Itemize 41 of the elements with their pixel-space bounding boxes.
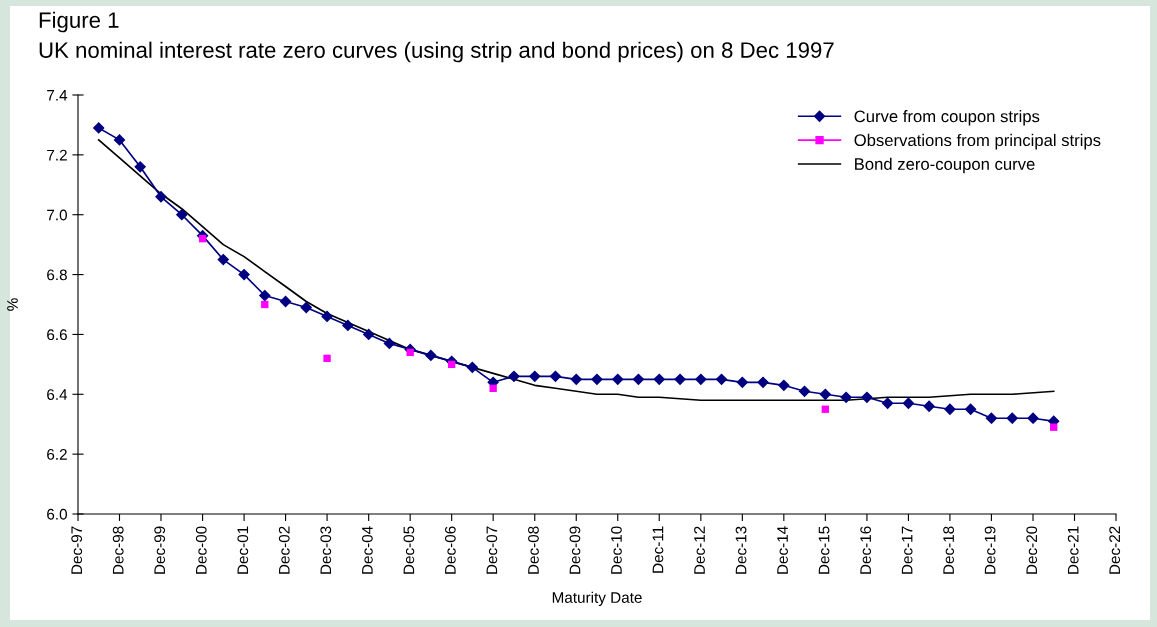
x-tick-label: Dec-01 bbox=[237, 526, 249, 574]
y-tick-label: 6.6 bbox=[47, 329, 67, 341]
x-tick-label: Dec-02 bbox=[278, 526, 290, 574]
x-tick-label: Dec-10 bbox=[611, 526, 622, 574]
y-axis-title: % bbox=[7, 298, 18, 311]
x-tick-label: Dec-20 bbox=[1026, 526, 1038, 574]
y-tick-label: 7.0 bbox=[47, 209, 67, 221]
x-tick-label: Dec-09 bbox=[569, 526, 581, 574]
y-tick-label: 7.2 bbox=[47, 149, 67, 161]
x-tick-label: Dec-98 bbox=[112, 526, 124, 574]
y-tick-label: 6.2 bbox=[47, 449, 67, 460]
x-tick-label: Dec-13 bbox=[735, 526, 747, 574]
x-tick-label: Dec-14 bbox=[777, 526, 788, 574]
x-tick-label: Dec-03 bbox=[320, 526, 332, 574]
x-tick-label: Dec-18 bbox=[943, 526, 955, 574]
x-tick-label: Dec-08 bbox=[528, 526, 539, 574]
x-tick-label: Dec-17 bbox=[901, 526, 913, 574]
y-tick-label: 6.0 bbox=[47, 508, 67, 520]
chart-subtitle: UK nominal interest rate zero curves (using strip and bond prices) on 8 Dec 1997 bbox=[39, 41, 834, 63]
x-tick-label: Dec-12 bbox=[694, 526, 705, 574]
x-tick-label: Dec-07 bbox=[486, 526, 498, 574]
x-tick-label: Dec-22 bbox=[1109, 526, 1121, 574]
legend-label: Observations from principal strips bbox=[854, 133, 1101, 150]
legend-label: Bond zero-coupon curve bbox=[855, 157, 1035, 174]
x-tick-label: Dec-19 bbox=[984, 526, 996, 574]
x-tick-label: Dec-04 bbox=[361, 526, 373, 574]
x-tick-label: Dec-97 bbox=[71, 526, 83, 574]
x-tick-label: Dec-15 bbox=[818, 526, 830, 574]
y-tick-label: 6.4 bbox=[47, 389, 68, 400]
x-axis-title: Maturity Date bbox=[552, 591, 642, 606]
x-tick-label: Dec-00 bbox=[195, 526, 207, 574]
x-tick-label: Dec-06 bbox=[444, 526, 456, 574]
x-tick-label: Dec-11 bbox=[652, 526, 664, 573]
x-tick-label: Dec-16 bbox=[860, 526, 872, 574]
chart-title: Figure 1 bbox=[39, 11, 119, 33]
x-tick-label: Dec-05 bbox=[403, 526, 415, 574]
y-tick-label: 6.8 bbox=[47, 269, 67, 281]
y-tick-label: 7.4 bbox=[47, 90, 68, 101]
x-tick-label: Dec-99 bbox=[154, 526, 166, 574]
legend-label: Curve from coupon strips bbox=[854, 110, 1040, 126]
x-tick-label: Dec-21 bbox=[1067, 526, 1079, 574]
